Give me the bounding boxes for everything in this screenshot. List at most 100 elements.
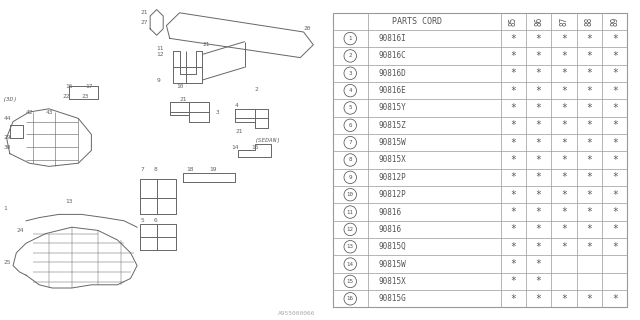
Text: 16: 16 (65, 84, 73, 89)
Text: 88: 88 (585, 17, 594, 26)
Text: 16: 16 (347, 296, 354, 301)
Text: 20: 20 (303, 26, 311, 31)
Text: *: * (612, 172, 618, 182)
Text: *: * (536, 294, 541, 304)
Text: 5: 5 (140, 218, 144, 223)
Text: 90815W: 90815W (378, 138, 406, 147)
Text: (SEDAN): (SEDAN) (255, 138, 281, 143)
Text: A955000066: A955000066 (278, 311, 315, 316)
Text: *: * (612, 224, 618, 234)
Text: *: * (612, 190, 618, 200)
Text: *: * (536, 34, 541, 44)
Text: 90816: 90816 (378, 225, 402, 234)
Text: *: * (586, 294, 593, 304)
Text: 30: 30 (3, 145, 11, 150)
Text: 90815Y: 90815Y (378, 103, 406, 112)
Text: 90815X: 90815X (378, 277, 406, 286)
Text: *: * (536, 207, 541, 217)
Text: 7: 7 (349, 140, 352, 145)
Text: *: * (510, 190, 516, 200)
Text: *: * (586, 34, 593, 44)
Text: *: * (612, 86, 618, 96)
Text: *: * (612, 294, 618, 304)
Text: 43: 43 (45, 109, 53, 115)
Text: 86: 86 (534, 17, 543, 26)
Text: 11: 11 (157, 45, 164, 51)
Text: 22: 22 (62, 93, 70, 99)
Text: *: * (561, 51, 567, 61)
Text: *: * (536, 120, 541, 130)
Text: 18: 18 (186, 167, 193, 172)
Text: 90812P: 90812P (378, 190, 406, 199)
Text: *: * (536, 259, 541, 269)
Text: 4: 4 (235, 103, 239, 108)
Text: 27: 27 (140, 20, 148, 25)
Text: 7: 7 (140, 167, 144, 172)
Text: 12: 12 (347, 227, 354, 232)
Text: *: * (561, 190, 567, 200)
Text: *: * (510, 207, 516, 217)
Text: *: * (510, 138, 516, 148)
Text: 15: 15 (347, 279, 354, 284)
Text: 4: 4 (349, 88, 352, 93)
Text: 19: 19 (209, 167, 216, 172)
Text: 13: 13 (347, 244, 354, 249)
Text: 25: 25 (3, 260, 11, 265)
Text: *: * (536, 138, 541, 148)
Text: *: * (612, 138, 618, 148)
Text: *: * (561, 120, 567, 130)
Text: *: * (612, 103, 618, 113)
Text: 14: 14 (232, 145, 239, 150)
Text: (3D): (3D) (3, 97, 19, 102)
Text: 90816D: 90816D (378, 69, 406, 78)
Text: 90815Z: 90815Z (378, 121, 406, 130)
Text: 1: 1 (3, 205, 7, 211)
Text: *: * (536, 155, 541, 165)
Text: 21: 21 (179, 97, 187, 102)
Text: 90816I: 90816I (378, 34, 406, 43)
Text: 3: 3 (349, 71, 352, 76)
Text: *: * (586, 51, 593, 61)
Text: 90816C: 90816C (378, 52, 406, 60)
Text: *: * (561, 34, 567, 44)
Text: 9: 9 (157, 77, 161, 83)
Text: 23: 23 (82, 93, 89, 99)
Text: *: * (510, 224, 516, 234)
Text: *: * (561, 172, 567, 182)
Text: 89: 89 (611, 17, 620, 26)
Text: *: * (586, 68, 593, 78)
Text: *: * (510, 242, 516, 252)
Text: *: * (510, 172, 516, 182)
Text: 12: 12 (157, 52, 164, 57)
Text: 6: 6 (349, 123, 352, 128)
Text: *: * (586, 86, 593, 96)
Text: *: * (561, 207, 567, 217)
Text: 21: 21 (140, 10, 148, 15)
Text: 5: 5 (349, 106, 352, 110)
Text: *: * (586, 172, 593, 182)
Text: *: * (561, 138, 567, 148)
Text: 90812P: 90812P (378, 173, 406, 182)
Text: *: * (536, 103, 541, 113)
Text: 11: 11 (347, 210, 354, 214)
Text: *: * (612, 68, 618, 78)
Text: *: * (510, 155, 516, 165)
Text: 2: 2 (255, 87, 259, 92)
Text: *: * (510, 34, 516, 44)
Text: *: * (561, 86, 567, 96)
Text: *: * (586, 242, 593, 252)
Text: 2: 2 (349, 53, 352, 59)
Text: *: * (612, 34, 618, 44)
Text: 42: 42 (26, 109, 34, 115)
Text: *: * (536, 190, 541, 200)
Text: *: * (561, 68, 567, 78)
Text: *: * (510, 51, 516, 61)
Text: *: * (510, 86, 516, 96)
Text: *: * (612, 207, 618, 217)
Text: *: * (586, 207, 593, 217)
Text: 10: 10 (176, 84, 184, 89)
Text: 90815Q: 90815Q (378, 242, 406, 251)
Text: 90815X: 90815X (378, 156, 406, 164)
Text: 21: 21 (202, 42, 210, 47)
Text: *: * (586, 138, 593, 148)
